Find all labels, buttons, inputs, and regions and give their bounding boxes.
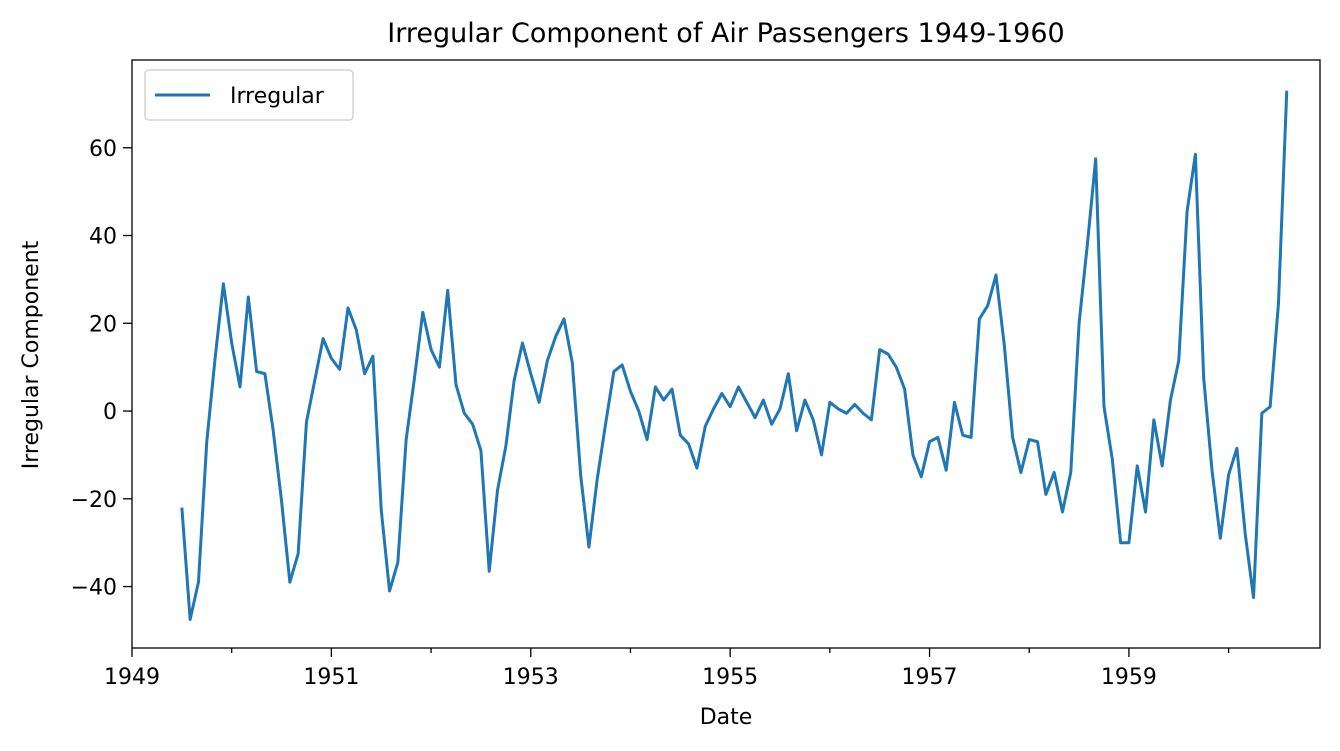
x-tick-label: 1957: [902, 665, 958, 690]
y-tick-label: 40: [89, 225, 117, 250]
y-tick-label: −40: [71, 576, 117, 601]
x-tick-label: 1955: [702, 665, 758, 690]
y-tick-label: 0: [103, 400, 117, 425]
x-axis-label: Date: [700, 705, 753, 730]
plot-frame: [131, 59, 1321, 649]
legend-entry-irregular: Irregular: [230, 84, 325, 109]
plot-area: [131, 59, 1321, 649]
series-line-irregular: [180, 90, 1289, 621]
legend: Irregular: [144, 69, 354, 121]
legend-box: [144, 69, 354, 121]
x-tick-label: 1959: [1101, 665, 1157, 690]
y-tick-label: 60: [89, 137, 117, 162]
x-tick-label: 1953: [503, 665, 559, 690]
y-tick-label: −20: [71, 488, 117, 513]
y-axis-label: Irregular Component: [19, 240, 44, 469]
x-axis-ticks: 1949 1951 1953 1955 1957 1959: [104, 648, 1230, 690]
y-tick-label: 20: [89, 312, 117, 337]
chart-title: Irregular Component of Air Passengers 19…: [387, 18, 1064, 49]
x-tick-label: 1951: [303, 665, 359, 690]
x-tick-label: 1949: [104, 665, 160, 690]
y-axis-ticks: −40 −20 0 20 40 60: [71, 137, 132, 601]
